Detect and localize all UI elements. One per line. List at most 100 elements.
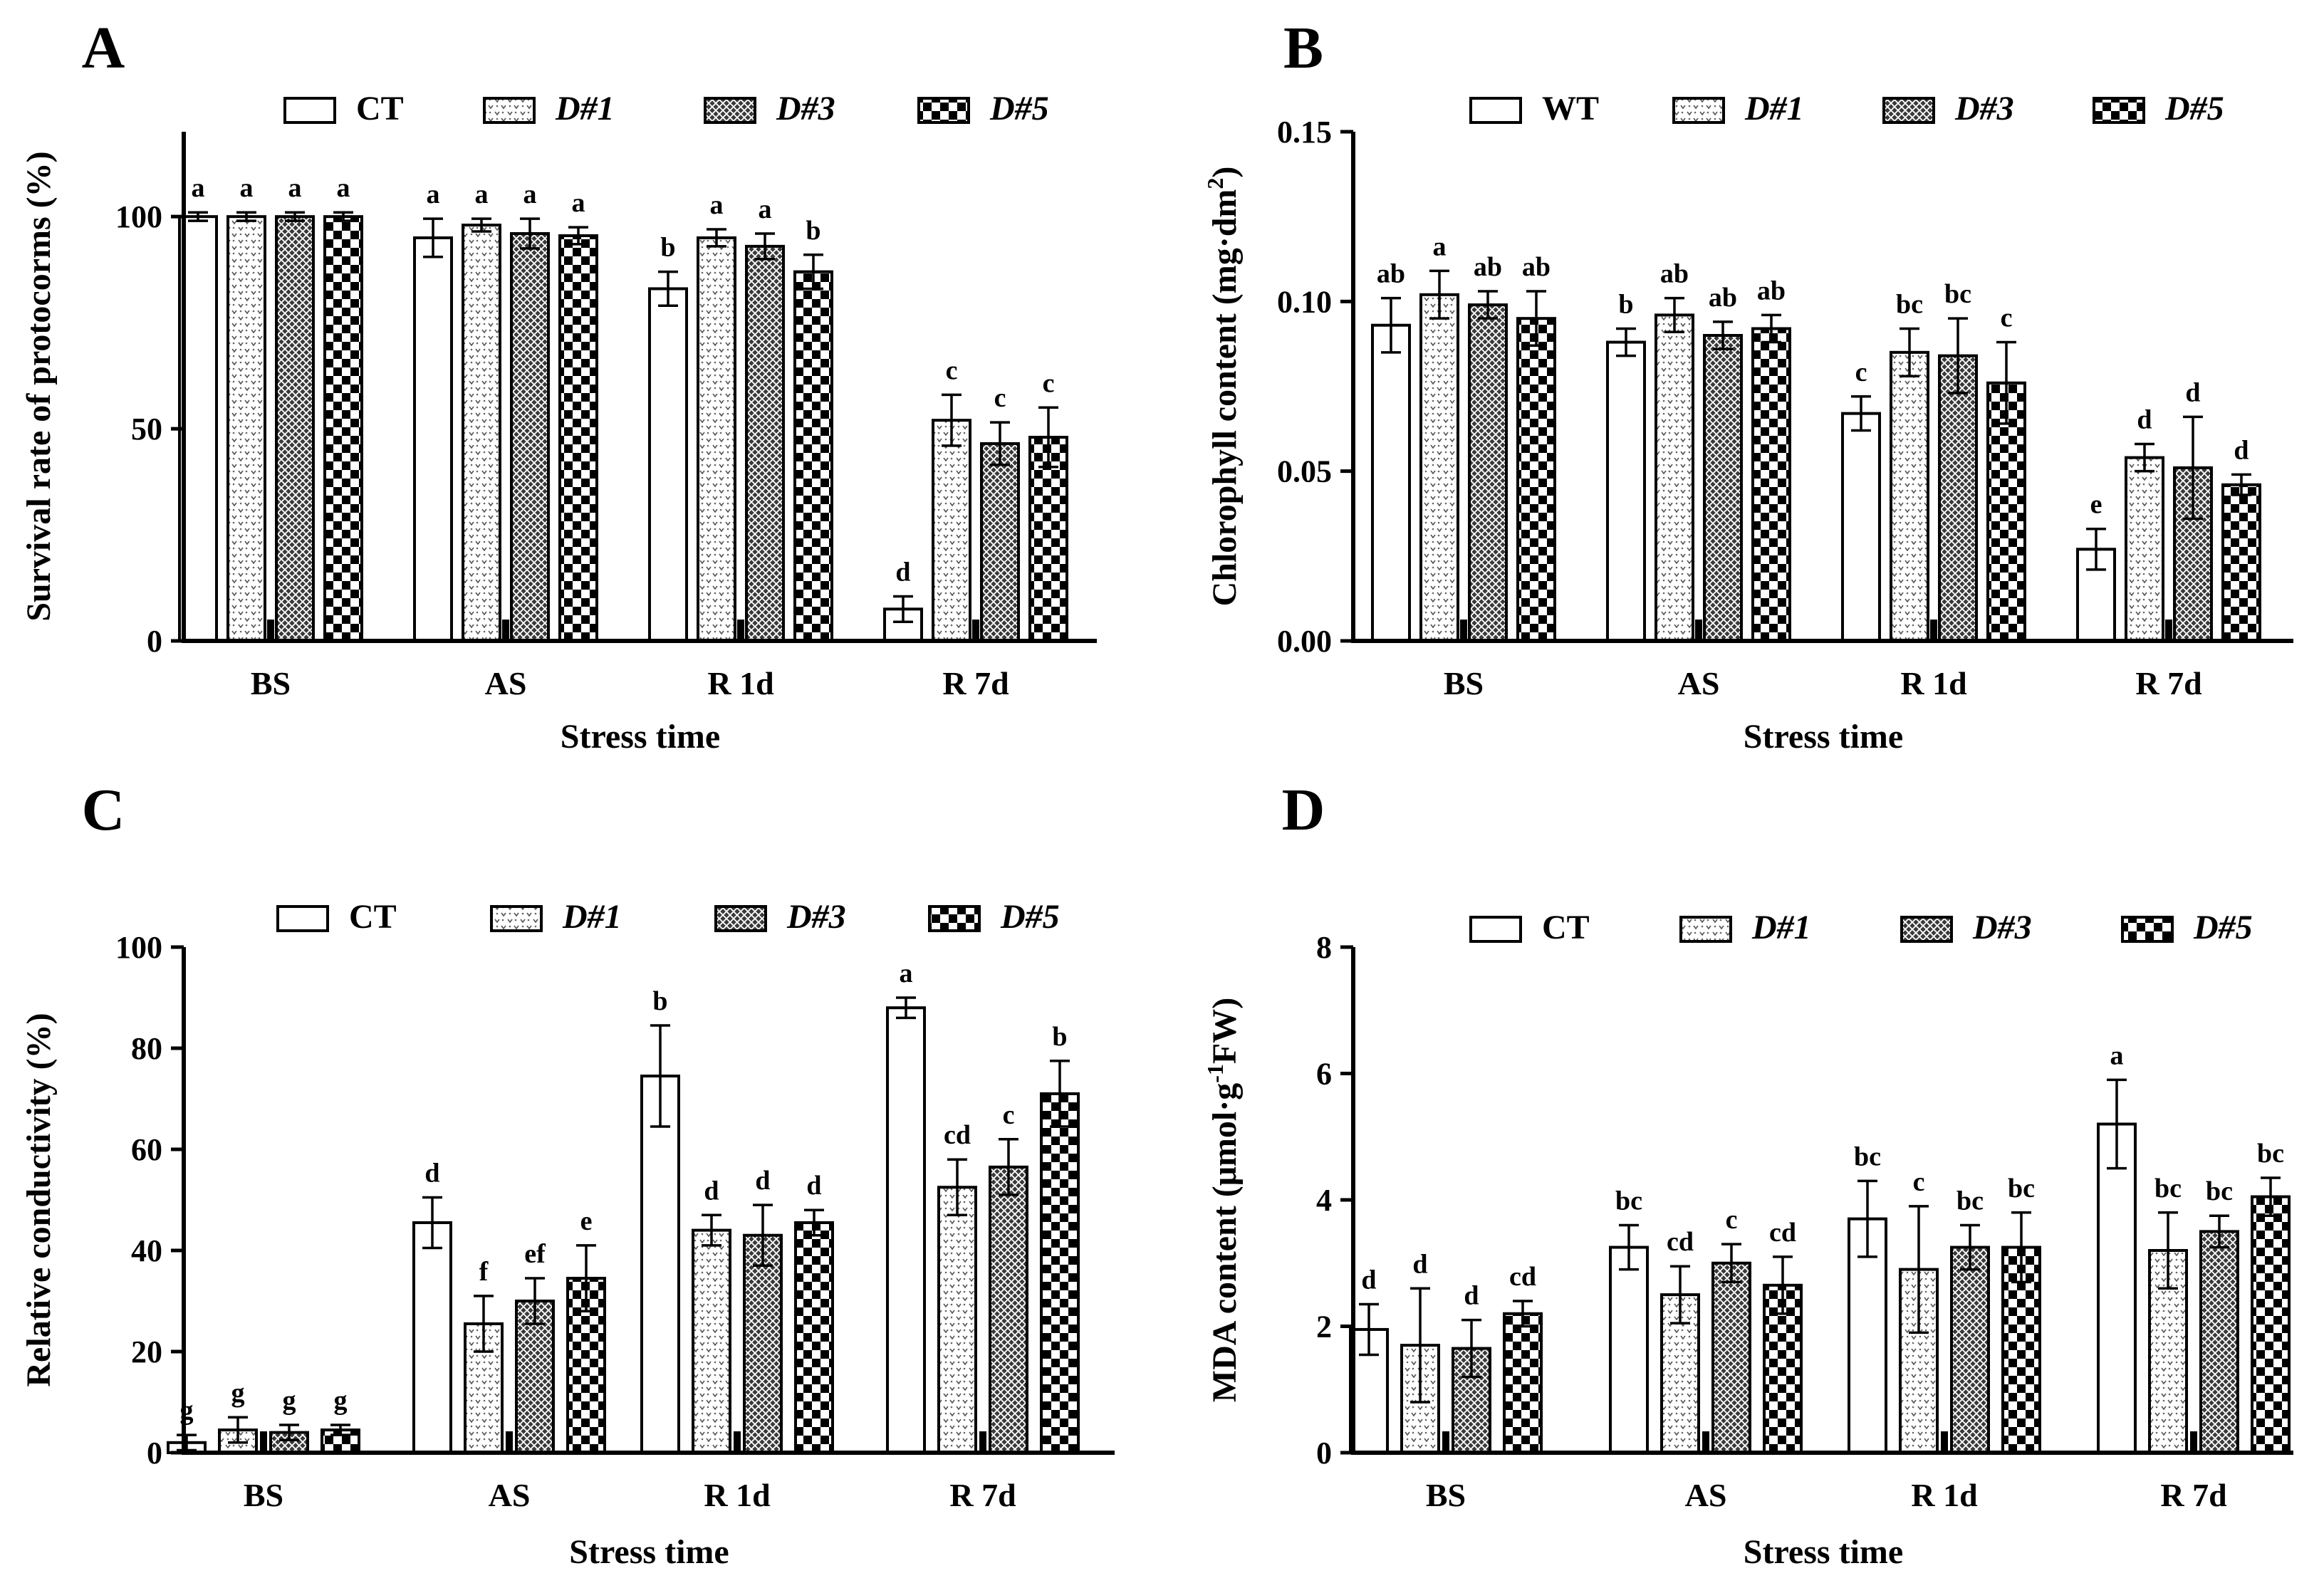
significance-letter: ab (1660, 259, 1689, 289)
y-tick-label: 0 (1316, 1436, 1332, 1471)
y-tick-label: 2 (1316, 1310, 1332, 1344)
significance-letter: d (755, 1166, 770, 1196)
legend-swatch (1900, 916, 1953, 943)
significance-letter: bc (2206, 1176, 2233, 1206)
bar (794, 1221, 834, 1454)
significance-letter: g (283, 1386, 296, 1416)
panel-label: C (82, 777, 125, 843)
x-category-label: R 7d (2160, 1477, 2227, 1513)
bar (745, 244, 785, 642)
y-tick-label: 0 (147, 624, 162, 659)
significance-letter: a (240, 173, 254, 203)
significance-letter: c (1855, 357, 1867, 387)
significance-letter: bc (2008, 1174, 2035, 1203)
bar (692, 1228, 731, 1454)
significance-letter: b (660, 233, 675, 263)
legend-label: D#1 (555, 90, 615, 127)
x-axis-title: Stress time (561, 718, 720, 756)
y-tick-label: 50 (131, 412, 162, 446)
bar (1655, 313, 1694, 642)
y-tick-label: 20 (131, 1334, 162, 1369)
significance-letter: a (900, 958, 913, 988)
legend-label: D#5 (2164, 90, 2224, 127)
legend-label: D#1 (1751, 909, 1811, 946)
legend-swatch (2093, 97, 2145, 124)
legend-swatch (714, 905, 767, 932)
y-tick-label: 4 (1316, 1183, 1332, 1218)
legend-label: D#3 (786, 898, 846, 936)
significance-letter: c (2001, 303, 2013, 333)
y-tick-label: 6 (1316, 1057, 1332, 1092)
significance-letter: a (337, 173, 350, 203)
axis-marker (2190, 1431, 2197, 1453)
significance-letter: c (946, 355, 958, 385)
y-tick-label: 0.00 (1277, 624, 1332, 659)
bar (1040, 1092, 1080, 1455)
panel-label: B (1283, 15, 1323, 81)
x-category-label: R 7d (949, 1477, 1016, 1513)
significance-letter: d (424, 1158, 439, 1188)
bar (462, 224, 501, 643)
significance-letter: ab (1522, 252, 1551, 282)
bar (640, 1075, 680, 1455)
bar (275, 215, 315, 642)
significance-letter: cd (1667, 1227, 1694, 1257)
y-tick-label: 0.05 (1277, 454, 1332, 489)
y-tick-label: 0 (147, 1436, 162, 1471)
significance-letter: a (475, 179, 489, 209)
y-tick-label: 80 (131, 1031, 162, 1066)
bar (989, 1165, 1028, 1454)
bar (1841, 412, 1881, 643)
significance-letter: b (652, 986, 667, 1016)
bar (886, 1006, 926, 1454)
significance-letter: cd (1769, 1218, 1796, 1248)
y-tick-label: 40 (131, 1233, 162, 1268)
bar (937, 1186, 977, 1454)
bar (226, 215, 266, 642)
significance-letter: a (1433, 231, 1447, 261)
significance-letter: b (806, 216, 820, 246)
significance-letter: d (2185, 377, 2200, 407)
bar (2221, 483, 2261, 642)
significance-letter: c (1913, 1167, 1925, 1197)
legend-swatch (483, 97, 536, 124)
legend-swatch (1469, 97, 1522, 124)
axis-marker (737, 620, 744, 641)
chart-panel-c: CCT D#1 D#3 D#5gdbagfdcdgefdcgedb0204060801… (20, 777, 1115, 1571)
bar (1516, 317, 1556, 642)
bar (1890, 350, 1929, 642)
bar (2125, 456, 2164, 642)
bar (1503, 1312, 1543, 1454)
legend-label: D#5 (1000, 898, 1060, 936)
significance-letter: a (759, 194, 772, 224)
axis-marker (267, 620, 274, 641)
significance-letter: ab (1757, 276, 1786, 305)
x-axis-title: Stress time (1744, 718, 1903, 756)
axis-marker (502, 620, 509, 641)
legend-swatch (1882, 97, 1935, 124)
bar (2097, 1122, 2137, 1454)
significance-letter: bc (1944, 279, 1971, 309)
significance-letter: a (523, 179, 537, 209)
axis-marker (1695, 620, 1702, 641)
legend-swatch (928, 905, 981, 932)
legend-label: D#1 (1744, 90, 1804, 127)
bar (2251, 1195, 2291, 1454)
significance-letter: b (1052, 1022, 1067, 1052)
legend-swatch (917, 97, 970, 124)
legend-swatch (1672, 97, 1725, 124)
significance-letter: a (572, 188, 585, 218)
significance-letter: ef (524, 1239, 546, 1269)
significance-letter: d (1361, 1265, 1376, 1295)
bar (1986, 381, 2026, 642)
significance-letter: f (479, 1257, 489, 1287)
significance-letter: ab (1709, 283, 1737, 313)
axis-marker (1941, 1431, 1948, 1453)
bar (1371, 323, 1411, 642)
bar (1751, 327, 1791, 642)
legend-label: D#1 (562, 898, 622, 936)
significance-letter: g (231, 1378, 245, 1408)
bar (743, 1233, 783, 1454)
x-category-label: R 7d (2135, 665, 2202, 701)
